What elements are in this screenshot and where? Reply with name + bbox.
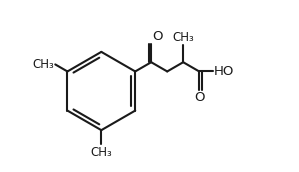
Text: CH₃: CH₃ <box>172 31 194 44</box>
Text: HO: HO <box>214 65 234 78</box>
Text: CH₃: CH₃ <box>91 146 112 159</box>
Text: O: O <box>152 30 163 43</box>
Text: CH₃: CH₃ <box>33 58 54 71</box>
Text: O: O <box>194 90 205 104</box>
